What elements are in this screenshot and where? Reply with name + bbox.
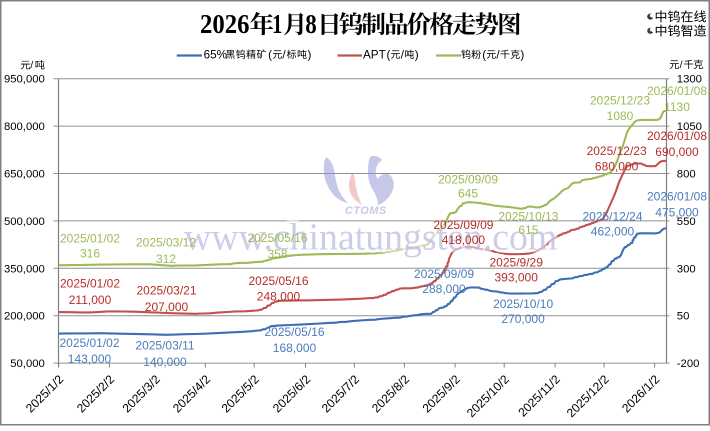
svg-text:1300: 1300: [677, 74, 702, 86]
svg-text:2025/09/09: 2025/09/09: [433, 218, 493, 232]
svg-text:2025/01/02: 2025/01/02: [60, 231, 120, 245]
svg-text:2025/01/02: 2025/01/02: [60, 277, 120, 291]
svg-text:APT: APT: [363, 49, 386, 62]
svg-text:418,000: 418,000: [442, 233, 486, 247]
svg-text:): ): [415, 49, 419, 62]
svg-text:207,000: 207,000: [145, 300, 189, 314]
svg-text:358: 358: [267, 247, 287, 261]
svg-text:2025/03/11: 2025/03/11: [135, 339, 194, 353]
svg-text:/: /: [30, 59, 33, 71]
svg-text:/: /: [401, 49, 405, 62]
svg-text:1: 1: [272, 9, 283, 39]
svg-text:550: 550: [677, 216, 696, 228]
svg-text:500,000: 500,000: [4, 216, 45, 228]
svg-text:312: 312: [156, 252, 176, 266]
svg-text:316: 316: [80, 247, 100, 261]
svg-text:50,000: 50,000: [10, 358, 45, 370]
svg-text:/: /: [496, 49, 500, 62]
svg-text:475,000: 475,000: [655, 206, 699, 220]
svg-text:2026/01/08: 2026/01/08: [647, 189, 707, 203]
svg-text:www.chinatungsten.com: www.chinatungsten.com: [184, 217, 557, 259]
svg-text:(: (: [387, 49, 391, 62]
svg-text:615: 615: [518, 223, 538, 237]
svg-text:393,000: 393,000: [495, 270, 539, 284]
svg-text:2026/01/08: 2026/01/08: [647, 84, 707, 98]
svg-text:140,000: 140,000: [143, 355, 187, 369]
svg-text:2025/12/23: 2025/12/23: [590, 93, 650, 107]
svg-text:): ): [308, 49, 312, 62]
svg-text:(: (: [482, 49, 486, 62]
svg-text:168,000: 168,000: [273, 341, 317, 355]
svg-text:2025/05/16: 2025/05/16: [264, 325, 324, 339]
svg-text:462,000: 462,000: [591, 224, 635, 238]
svg-text:www.chinatungsten.com: www.chinatungsten.com: [184, 217, 557, 259]
svg-text:300: 300: [677, 263, 696, 275]
svg-text:2025/09/09: 2025/09/09: [438, 172, 498, 186]
svg-text:65%: 65%: [204, 49, 227, 62]
svg-text:1050: 1050: [677, 121, 702, 133]
svg-text:200,000: 200,000: [4, 311, 45, 323]
svg-text:2025/03/21: 2025/03/21: [136, 284, 196, 298]
svg-text:2025/12/23: 2025/12/23: [587, 144, 647, 158]
svg-text:950,000: 950,000: [4, 74, 45, 86]
svg-text:2026/01/08: 2026/01/08: [647, 129, 707, 143]
svg-text:800,000: 800,000: [4, 121, 45, 133]
svg-text:2025/01/02: 2025/01/02: [59, 336, 119, 350]
svg-text:211,000: 211,000: [69, 293, 112, 307]
svg-text:-200: -200: [677, 358, 700, 370]
svg-text:/: /: [282, 49, 286, 62]
svg-text:): ): [520, 49, 524, 62]
svg-text:288,000: 288,000: [422, 282, 466, 296]
svg-text:2025/03/12: 2025/03/12: [136, 235, 196, 249]
svg-text:1080: 1080: [607, 109, 634, 123]
svg-text:2025/10/10: 2025/10/10: [493, 297, 553, 311]
svg-text:2025/9/29: 2025/9/29: [490, 255, 544, 269]
svg-text:8: 8: [305, 9, 317, 39]
svg-text:2025/10/13: 2025/10/13: [498, 209, 558, 223]
svg-text:2025/05/16: 2025/05/16: [247, 231, 307, 245]
svg-text:2025/12/24: 2025/12/24: [582, 210, 642, 224]
svg-text:2025/09/09: 2025/09/09: [414, 267, 474, 281]
svg-text:350,000: 350,000: [4, 263, 45, 275]
svg-text:50: 50: [677, 311, 690, 323]
svg-text:248,000: 248,000: [257, 290, 301, 304]
svg-text:/: /: [680, 59, 683, 71]
svg-text:2026: 2026: [200, 9, 250, 39]
svg-text:690,000: 690,000: [655, 145, 699, 159]
svg-text:650,000: 650,000: [4, 169, 45, 181]
svg-text:800: 800: [677, 169, 696, 181]
svg-text:143,000: 143,000: [68, 352, 112, 366]
svg-text:CTOMS: CTOMS: [345, 205, 387, 217]
svg-text:(: (: [268, 49, 272, 62]
svg-text:2025/05/16: 2025/05/16: [248, 274, 308, 288]
svg-text:1130: 1130: [664, 100, 690, 114]
svg-text:645: 645: [458, 187, 478, 201]
svg-text:680,000: 680,000: [595, 159, 639, 173]
svg-text:270,000: 270,000: [501, 312, 545, 326]
